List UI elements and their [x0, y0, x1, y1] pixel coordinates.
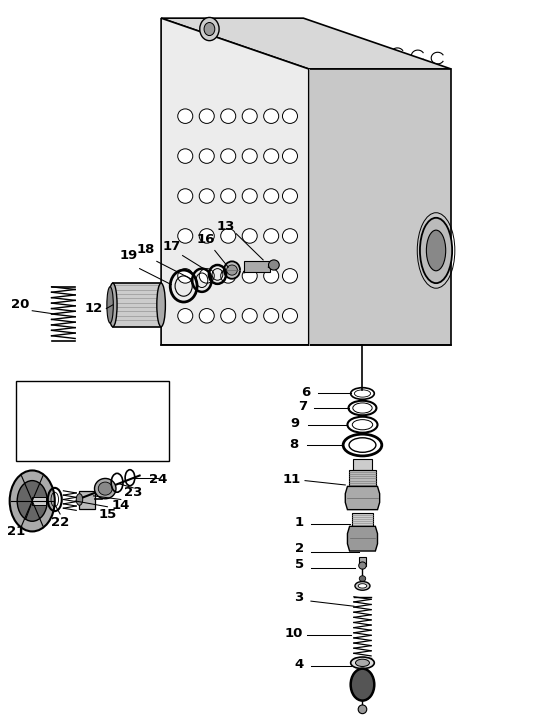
Ellipse shape: [199, 309, 214, 323]
Ellipse shape: [157, 283, 165, 327]
Ellipse shape: [264, 309, 279, 323]
Ellipse shape: [282, 149, 297, 163]
Text: 15: 15: [98, 507, 117, 521]
Ellipse shape: [242, 229, 257, 243]
Text: 7: 7: [298, 400, 307, 413]
Text: 19: 19: [120, 249, 138, 262]
Ellipse shape: [282, 109, 297, 123]
Text: 2: 2: [295, 542, 303, 555]
Ellipse shape: [221, 269, 236, 283]
Ellipse shape: [227, 265, 237, 275]
Ellipse shape: [242, 309, 257, 323]
Ellipse shape: [221, 189, 236, 203]
Ellipse shape: [108, 283, 117, 327]
Ellipse shape: [355, 582, 370, 590]
Text: 18: 18: [137, 243, 155, 256]
Ellipse shape: [204, 23, 215, 36]
Text: 20: 20: [11, 298, 30, 311]
Ellipse shape: [282, 309, 297, 323]
Bar: [244, 261, 270, 272]
Text: 1: 1: [295, 516, 303, 529]
Ellipse shape: [221, 309, 236, 323]
Text: 10: 10: [285, 627, 303, 640]
Text: 6: 6: [301, 386, 311, 399]
Bar: [32, 497, 46, 505]
Ellipse shape: [264, 109, 279, 123]
Text: 22: 22: [51, 516, 69, 529]
Ellipse shape: [282, 189, 297, 203]
Text: 11: 11: [283, 473, 301, 486]
Polygon shape: [309, 69, 451, 345]
Ellipse shape: [420, 218, 452, 283]
Bar: [113, 283, 161, 327]
Ellipse shape: [199, 149, 214, 163]
Text: 23: 23: [124, 486, 142, 499]
Text: 9: 9: [291, 417, 300, 430]
Ellipse shape: [199, 269, 214, 283]
Text: 13: 13: [216, 220, 235, 233]
Text: 21: 21: [7, 525, 25, 538]
Bar: [353, 459, 372, 470]
Bar: [16, 381, 169, 461]
Ellipse shape: [178, 149, 193, 163]
Ellipse shape: [199, 189, 214, 203]
Ellipse shape: [282, 269, 297, 283]
Ellipse shape: [224, 261, 240, 279]
Ellipse shape: [358, 584, 367, 588]
Text: 17: 17: [163, 240, 181, 253]
Polygon shape: [161, 18, 309, 345]
Ellipse shape: [242, 149, 257, 163]
Ellipse shape: [351, 657, 374, 669]
Ellipse shape: [178, 109, 193, 123]
Ellipse shape: [200, 17, 219, 41]
Ellipse shape: [76, 494, 83, 505]
Bar: [359, 557, 366, 566]
Ellipse shape: [426, 230, 446, 271]
Polygon shape: [347, 526, 378, 551]
Text: 16: 16: [197, 233, 215, 246]
Ellipse shape: [355, 659, 369, 666]
Ellipse shape: [264, 269, 279, 283]
Ellipse shape: [199, 229, 214, 243]
Ellipse shape: [10, 470, 55, 531]
Bar: [352, 513, 373, 526]
Ellipse shape: [264, 149, 279, 163]
Bar: [79, 491, 95, 509]
Ellipse shape: [178, 229, 193, 243]
Ellipse shape: [221, 229, 236, 243]
Polygon shape: [345, 486, 380, 510]
Text: 3: 3: [294, 591, 304, 604]
Ellipse shape: [351, 669, 374, 701]
Ellipse shape: [268, 260, 279, 270]
Ellipse shape: [221, 149, 236, 163]
Polygon shape: [161, 18, 451, 69]
Ellipse shape: [242, 109, 257, 123]
Ellipse shape: [199, 109, 214, 123]
Text: 24: 24: [149, 473, 168, 486]
Ellipse shape: [358, 705, 367, 714]
Ellipse shape: [178, 309, 193, 323]
Ellipse shape: [107, 287, 113, 323]
Ellipse shape: [95, 478, 116, 499]
Ellipse shape: [264, 229, 279, 243]
Ellipse shape: [178, 189, 193, 203]
Ellipse shape: [17, 481, 47, 521]
Ellipse shape: [98, 482, 112, 495]
Ellipse shape: [264, 189, 279, 203]
Ellipse shape: [221, 109, 236, 123]
Ellipse shape: [359, 576, 366, 582]
Ellipse shape: [359, 562, 366, 569]
Ellipse shape: [178, 269, 193, 283]
Ellipse shape: [282, 229, 297, 243]
Ellipse shape: [242, 189, 257, 203]
Text: 14: 14: [112, 499, 130, 512]
Ellipse shape: [242, 269, 257, 283]
Text: 12: 12: [85, 302, 103, 315]
Text: 5: 5: [295, 558, 303, 571]
Text: 8: 8: [289, 438, 299, 451]
Text: 4: 4: [294, 658, 304, 671]
Bar: [349, 470, 376, 486]
